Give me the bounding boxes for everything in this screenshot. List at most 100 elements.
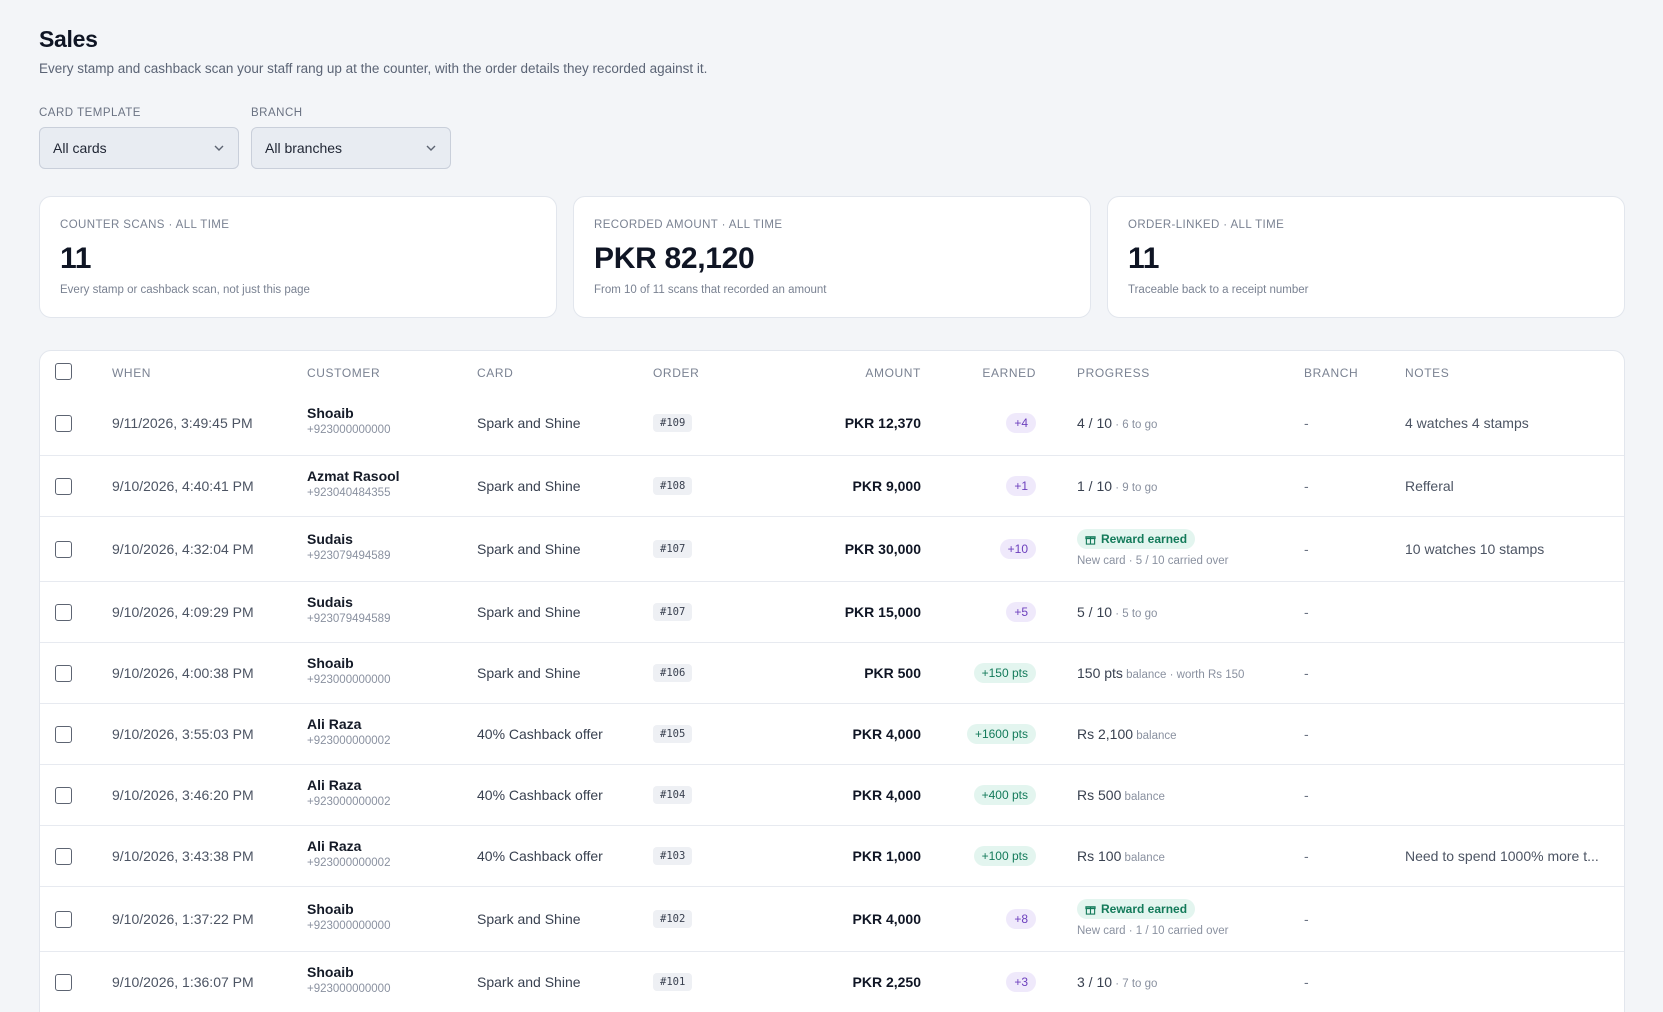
amount-cell: PKR 500 [864,665,921,681]
stat-note: Traceable back to a receipt number [1128,284,1309,296]
order-badge[interactable]: #107 [653,603,693,621]
stat-card-order-linked: ORDER-LINKED · ALL TIME 11 Traceable bac… [1107,196,1625,318]
table-row[interactable]: 9/10/2026, 4:32:04 PM Sudais +923079494589… [40,516,1624,581]
row-checkbox[interactable] [55,848,72,865]
order-badge[interactable]: #102 [653,910,693,928]
customer-phone: +923040484355 [307,487,391,499]
column-amount[interactable]: AMOUNT [865,366,921,380]
order-badge[interactable]: #109 [653,414,693,432]
row-checkbox[interactable] [55,604,72,621]
page-subtitle: Every stamp and cashback scan your staff… [39,61,708,76]
card-cell: Spark and Shine [477,604,581,620]
progress-cell: Reward earned New card · 5 / 10 carried o… [1077,529,1228,567]
branch-cell: - [1304,726,1309,742]
progress-cell: 4 / 10 · 6 to go [1077,415,1157,431]
reward-subtext: New card · 1 / 10 carried over [1077,925,1229,937]
stat-card-recorded-amount: RECORDED AMOUNT · ALL TIME PKR 82,120 Fr… [573,196,1091,318]
progress-value: Rs 100 [1077,848,1122,864]
card-template-select[interactable]: All cards [39,127,239,169]
row-checkbox[interactable] [55,478,72,495]
table-row[interactable]: 9/10/2026, 1:36:07 PM Shoaib +923000000000… [40,951,1624,1012]
column-branch[interactable]: BRANCH [1304,366,1359,380]
stat-value: 11 [60,242,92,275]
progress-cell: 1 / 10 · 9 to go [1077,478,1157,494]
order-badge[interactable]: #104 [653,786,693,804]
stat-label: COUNTER SCANS · ALL TIME [60,219,230,231]
reward-label: Reward earned [1101,532,1188,546]
amount-cell: PKR 4,000 [852,911,921,927]
table-row[interactable]: 9/10/2026, 4:00:38 PM Shoaib +923000000000… [40,642,1624,703]
when-cell: 9/10/2026, 3:55:03 PM [112,726,254,742]
table-row[interactable]: 9/10/2026, 4:40:41 PM Azmat Rasool +923040… [40,455,1624,516]
customer-name: Shoaib [307,901,354,917]
progress-subtext: · 6 to go [1112,419,1158,431]
customer-phone: +923000000000 [307,920,391,932]
progress-value: 1 / 10 [1077,478,1113,494]
when-cell: 9/10/2026, 3:43:38 PM [112,848,254,864]
column-order[interactable]: ORDER [653,366,700,380]
order-badge[interactable]: #105 [653,725,693,743]
table-row[interactable]: 9/10/2026, 1:37:22 PM Shoaib +923000000000… [40,886,1624,951]
table-row[interactable]: 9/10/2026, 3:46:20 PM Ali Raza +9230000000… [40,764,1624,825]
stat-label: RECORDED AMOUNT · ALL TIME [594,219,783,231]
stat-value: PKR 82,120 [594,242,755,275]
customer-name: Shoaib [307,655,354,671]
progress-cell: 3 / 10 · 7 to go [1077,974,1157,990]
customer-cell[interactable]: Shoaib +923000000000 [307,964,390,995]
progress-value: Rs 2,100 [1077,726,1134,742]
customer-cell[interactable]: Shoaib +923000000000 [307,405,390,436]
order-badge[interactable]: #101 [653,973,693,991]
branch-cell: - [1304,911,1309,927]
customer-name: Sudais [307,531,353,547]
branch-cell: - [1304,604,1309,620]
order-badge[interactable]: #103 [653,847,693,865]
row-checkbox[interactable] [55,541,72,558]
order-badge[interactable]: #108 [653,477,693,495]
card-cell: 40% Cashback offer [477,726,603,742]
when-cell: 9/10/2026, 4:32:04 PM [112,541,254,557]
amount-cell: PKR 30,000 [844,541,921,557]
customer-cell[interactable]: Sudais +923079494589 [307,531,390,562]
reward-label: Reward earned [1101,902,1188,916]
customer-cell[interactable]: Shoaib +923000000000 [307,901,390,932]
row-checkbox[interactable] [55,415,72,432]
customer-cell[interactable]: Ali Raza +923000000002 [307,838,390,869]
notes-cell: 4 watches 4 stamps [1405,415,1529,431]
customer-cell[interactable]: Sudais +923079494589 [307,594,390,625]
customer-name: Sudais [307,594,353,610]
amount-cell: PKR 15,000 [844,604,921,620]
customer-phone: +923000000002 [307,857,391,869]
column-customer[interactable]: CUSTOMER [307,366,381,380]
earned-badge: +100 pts [973,846,1036,866]
notes-cell: Refferal [1405,478,1454,494]
row-checkbox[interactable] [55,974,72,991]
column-notes[interactable]: NOTES [1405,366,1450,380]
row-checkbox[interactable] [55,911,72,928]
row-checkbox[interactable] [55,726,72,743]
column-progress[interactable]: PROGRESS [1077,366,1150,380]
earned-badge: +1600 pts [966,724,1036,744]
notes-cell: Need to spend 1000% more t... [1405,848,1599,864]
customer-cell[interactable]: Ali Raza +923000000002 [307,777,390,808]
gift-icon [1085,535,1096,545]
table-header: WHEN CUSTOMER CARD ORDER AMOUNT EARNED P… [40,351,1624,393]
progress-value: 5 / 10 [1077,604,1113,620]
order-badge[interactable]: #106 [653,664,693,682]
table-row[interactable]: 9/11/2026, 3:49:45 PM Shoaib +923000000000… [40,393,1624,455]
branch-select[interactable]: All branches [251,127,451,169]
column-card[interactable]: CARD [477,366,514,380]
column-earned[interactable]: EARNED [982,366,1036,380]
table-row[interactable]: 9/10/2026, 4:09:29 PM Sudais +923079494589… [40,581,1624,642]
customer-cell[interactable]: Shoaib +923000000000 [307,655,390,686]
select-all-checkbox[interactable] [55,363,72,380]
customer-cell[interactable]: Azmat Rasool +923040484355 [307,468,400,499]
table-row[interactable]: 9/10/2026, 3:43:38 PM Ali Raza +9230000000… [40,825,1624,886]
column-when[interactable]: WHEN [112,366,152,380]
table-row[interactable]: 9/10/2026, 3:55:03 PM Ali Raza +9230000000… [40,703,1624,764]
earned-badge: +1 [1006,476,1036,496]
row-checkbox[interactable] [55,665,72,682]
customer-cell[interactable]: Ali Raza +923000000002 [307,716,390,747]
row-checkbox[interactable] [55,787,72,804]
customer-name: Azmat Rasool [307,468,400,484]
order-badge[interactable]: #107 [653,540,693,558]
